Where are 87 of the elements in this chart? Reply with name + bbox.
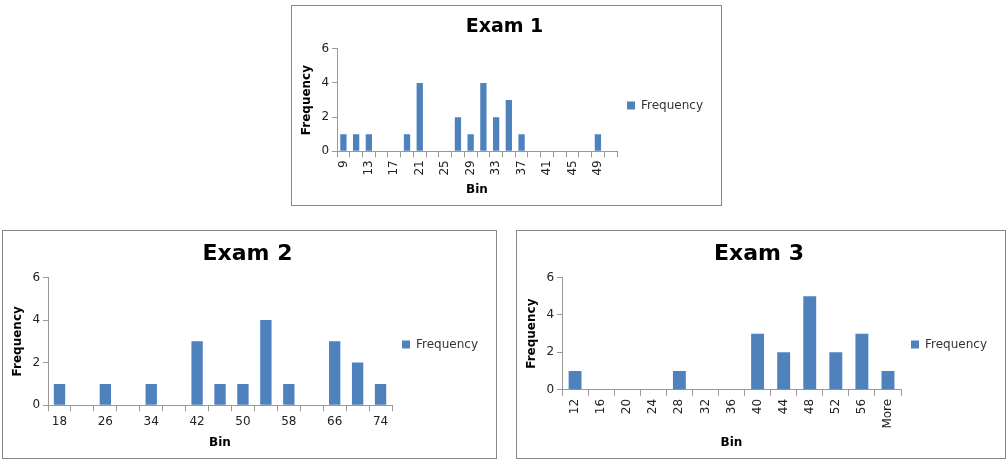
bar	[416, 82, 423, 151]
bar	[374, 383, 387, 405]
y-axis-title: Frequency	[299, 64, 314, 136]
bar	[829, 352, 843, 390]
x-tick-label: 41	[539, 160, 554, 176]
legend-label: Frequency	[416, 336, 479, 351]
y-tick-label: 4	[546, 307, 555, 322]
x-tick-label: 34	[143, 413, 159, 428]
x-tick-label: 45	[564, 160, 579, 176]
bar	[352, 134, 360, 151]
y-tick-label: 0	[32, 397, 41, 412]
legend-label: Frequency	[925, 336, 988, 351]
bar	[340, 134, 347, 151]
x-tick-label: 33	[488, 160, 503, 176]
bar	[594, 134, 602, 151]
bar	[191, 341, 203, 405]
x-tick-label: 36	[723, 398, 738, 415]
bar	[351, 362, 364, 405]
y-axis-title: Frequency	[10, 306, 25, 377]
y-tick-label: 6	[32, 269, 41, 284]
bar	[365, 134, 372, 151]
y-tick-label: 0	[321, 143, 330, 158]
x-axis-title: Bin	[209, 434, 231, 449]
x-tick-label: 21	[411, 160, 426, 176]
chart-title: Exam 2	[202, 239, 293, 265]
x-tick-label: 44	[775, 398, 790, 415]
y-tick-label: 0	[546, 381, 555, 396]
bar	[214, 383, 226, 405]
y-axis-title: Frequency	[524, 298, 539, 369]
x-tick-label: 74	[372, 413, 389, 428]
x-tick-label: More	[880, 398, 895, 429]
x-tick-label: 12	[567, 398, 582, 415]
y-tick-label: 2	[321, 109, 330, 124]
bar	[260, 320, 272, 405]
x-axis-title: Bin	[466, 181, 488, 196]
bar	[283, 383, 295, 405]
x-tick-label: 25	[437, 160, 452, 176]
x-tick-label: 13	[360, 160, 375, 176]
bar	[237, 383, 249, 405]
bar	[518, 134, 525, 151]
bar	[329, 341, 341, 405]
bar	[53, 383, 66, 405]
bar	[672, 371, 686, 390]
x-tick-label: 42	[189, 413, 205, 428]
x-axis-title: Bin	[720, 434, 743, 449]
chart-title: Exam 3	[714, 239, 804, 265]
bar	[480, 82, 487, 151]
y-tick-label: 6	[546, 269, 555, 284]
x-tick-label: 58	[281, 413, 297, 428]
x-tick-label: 49	[590, 160, 605, 176]
x-tick-label: 28	[671, 398, 686, 415]
x-tick-label: 24	[645, 398, 660, 415]
x-tick-label: 29	[462, 160, 477, 176]
bar	[751, 333, 765, 390]
bar	[505, 100, 512, 151]
x-tick-label: 66	[327, 413, 343, 428]
x-tick-label: 16	[593, 398, 608, 415]
y-tick-label: 2	[546, 344, 555, 359]
x-tick-label: 18	[51, 413, 68, 428]
bar	[99, 383, 112, 405]
y-tick-label: 4	[321, 75, 330, 90]
x-tick-label: 32	[697, 398, 712, 415]
bar	[467, 134, 474, 151]
bar	[777, 352, 791, 390]
bar	[492, 117, 500, 151]
bar	[855, 333, 869, 390]
bar	[881, 371, 895, 390]
y-tick-label: 2	[32, 354, 41, 369]
y-tick-label: 6	[321, 40, 330, 55]
bar	[568, 371, 582, 390]
x-tick-label: 17	[386, 160, 401, 176]
x-tick-label: 37	[513, 160, 528, 176]
bar	[145, 383, 157, 405]
legend-label: Frequency	[641, 97, 704, 112]
x-tick-label: 26	[97, 413, 113, 428]
x-tick-label: 50	[235, 413, 251, 428]
bar	[403, 134, 411, 151]
x-tick-label: 52	[827, 398, 842, 415]
x-tick-label: 48	[801, 398, 816, 415]
bar	[803, 296, 817, 390]
chart-title: Exam 1	[465, 14, 544, 37]
x-tick-label: 20	[619, 398, 634, 415]
x-tick-label: 9	[335, 160, 350, 168]
y-tick-label: 4	[32, 312, 41, 327]
x-tick-label: 40	[749, 398, 764, 415]
x-tick-label: 56	[854, 398, 869, 415]
bar	[454, 117, 462, 151]
